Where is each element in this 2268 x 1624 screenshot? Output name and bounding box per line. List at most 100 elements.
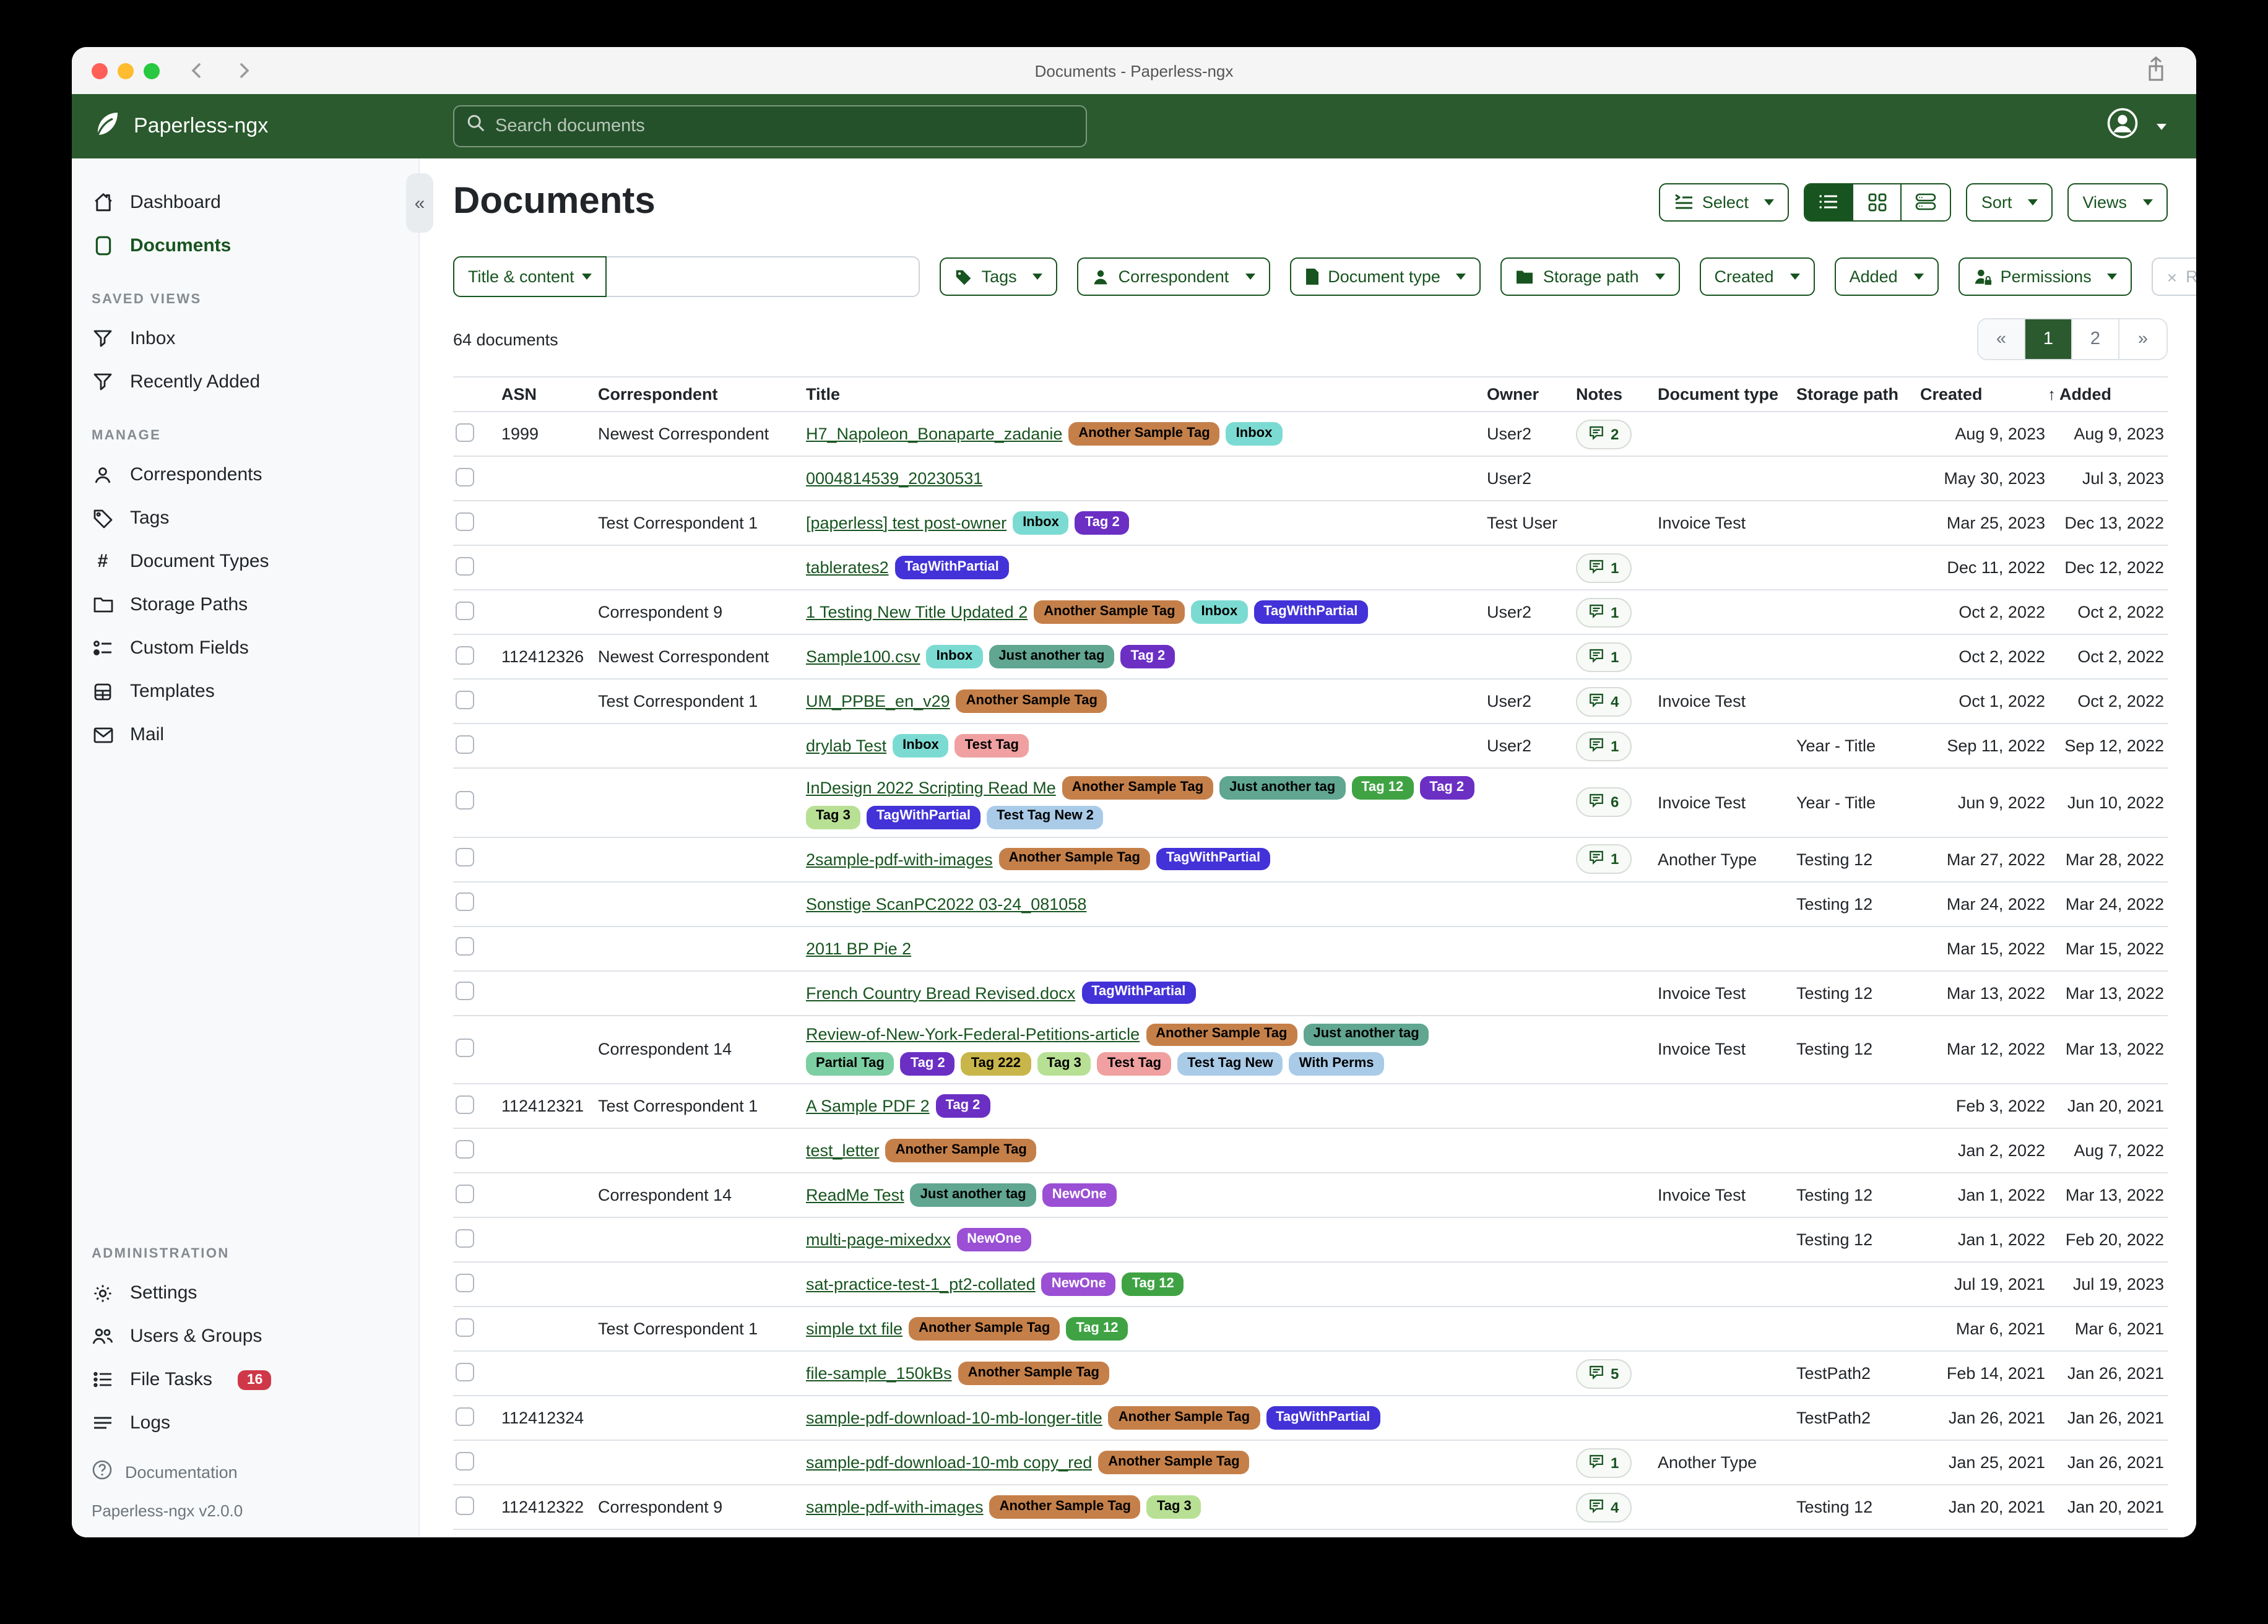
tag-badge[interactable]: Tag 2: [1120, 645, 1175, 668]
column-header-asn[interactable]: ASN: [501, 385, 537, 404]
detail-view-button[interactable]: [1902, 184, 1950, 220]
sidebar-collapse-button[interactable]: «: [406, 173, 433, 233]
document-link[interactable]: UM_PPBE_en_v29: [806, 692, 950, 710]
tag-badge[interactable]: Another Sample Tag: [1068, 422, 1220, 446]
permissions-filter-button[interactable]: Permissions: [1958, 257, 2132, 296]
title-content-dropdown[interactable]: Title & content: [453, 256, 607, 297]
sidebar-item-mail[interactable]: Mail: [72, 713, 418, 756]
tag-badge[interactable]: TagWithPartial: [1266, 1406, 1380, 1430]
column-header-document-type[interactable]: Document type: [1658, 385, 1779, 404]
notes-badge[interactable]: 1: [1576, 642, 1632, 672]
sidebar-item-logs[interactable]: Logs: [72, 1401, 418, 1445]
notes-badge[interactable]: 6: [1576, 787, 1632, 818]
sidebar-item-templates[interactable]: Templates: [72, 670, 418, 713]
tag-badge[interactable]: TagWithPartial: [1081, 981, 1196, 1004]
row-checkbox[interactable]: [456, 1407, 474, 1425]
back-icon[interactable]: [187, 61, 207, 80]
tag-badge[interactable]: Another Sample Tag: [1098, 1451, 1250, 1474]
row-checkbox[interactable]: [456, 1362, 474, 1381]
row-checkbox[interactable]: [456, 690, 474, 709]
document-link[interactable]: file-sample_150kBs: [806, 1364, 952, 1383]
document-link[interactable]: sample-pdf-download-10-mb copy_red: [806, 1453, 1093, 1472]
tag-badge[interactable]: Inbox: [926, 645, 983, 668]
tag-badge[interactable]: With Perms: [1289, 1052, 1384, 1076]
grid-view-button[interactable]: [1853, 184, 1902, 220]
sidebar-item-correspondents[interactable]: Correspondents: [72, 453, 418, 496]
document-link[interactable]: sample-pdf-with-images: [806, 1498, 984, 1516]
tag-badge[interactable]: Tag 3: [1037, 1052, 1091, 1076]
sidebar-item-storage-paths[interactable]: Storage Paths: [72, 583, 418, 626]
document-link[interactable]: ReadMe Test: [806, 1186, 904, 1204]
brand[interactable]: Paperless-ngx: [92, 108, 268, 144]
notes-badge[interactable]: 5: [1576, 1358, 1632, 1388]
tag-badge[interactable]: Test Tag New: [1177, 1052, 1283, 1076]
row-checkbox[interactable]: [456, 735, 474, 753]
row-checkbox[interactable]: [456, 1139, 474, 1158]
tag-badge[interactable]: Tag 12: [1351, 776, 1414, 800]
row-checkbox[interactable]: [456, 512, 474, 530]
document-link[interactable]: InDesign 2022 Scripting Read Me: [806, 778, 1056, 797]
title-content-search-input[interactable]: [606, 256, 920, 297]
select-button[interactable]: Select: [1658, 183, 1790, 221]
row-checkbox[interactable]: [456, 848, 474, 866]
row-checkbox[interactable]: [456, 1318, 474, 1336]
share-icon[interactable]: [2145, 56, 2166, 89]
document-link[interactable]: sat-practice-test-1_pt2-collated: [806, 1275, 1036, 1294]
sidebar-item-users-groups[interactable]: Users & Groups: [72, 1315, 418, 1358]
tag-badge[interactable]: Inbox: [1191, 600, 1248, 624]
correspondent-filter-button[interactable]: Correspondent: [1077, 257, 1270, 296]
column-header-title[interactable]: Title: [806, 385, 841, 404]
created-filter-button[interactable]: Created: [1699, 257, 1815, 296]
document-link[interactable]: 2sample-pdf-with-images: [806, 850, 993, 868]
pagination-next[interactable]: »: [2119, 319, 2166, 359]
document-link[interactable]: 0004814539_20230531: [806, 469, 983, 488]
document-link[interactable]: simple txt file: [806, 1320, 903, 1338]
tag-badge[interactable]: NewOne: [1041, 1272, 1116, 1296]
notes-badge[interactable]: 1: [1576, 597, 1632, 627]
tag-badge[interactable]: TagWithPartial: [1253, 600, 1368, 624]
sidebar-item-document-types[interactable]: # Document Types: [72, 540, 418, 583]
column-header-added[interactable]: ↑ Added: [2048, 385, 2111, 404]
document-link[interactable]: test_letter: [806, 1141, 880, 1160]
sidebar-item-recently-added[interactable]: Recently Added: [72, 360, 418, 404]
column-header-owner[interactable]: Owner: [1487, 385, 1539, 404]
sidebar-item-custom-fields[interactable]: Custom Fields: [72, 626, 418, 670]
notes-badge[interactable]: 1: [1576, 1448, 1632, 1477]
tag-badge[interactable]: Tag 2: [935, 1094, 990, 1118]
document-link[interactable]: Sonstige ScanPC2022 03-24_081058: [806, 894, 1087, 913]
document-link[interactable]: drylab Test: [806, 736, 887, 755]
document-link[interactable]: multi-page-mixedxx: [806, 1230, 951, 1249]
notes-badge[interactable]: 1: [1576, 731, 1632, 761]
tag-badge[interactable]: Another Sample Tag: [1062, 776, 1214, 800]
global-search[interactable]: [453, 105, 1087, 147]
document-link[interactable]: 2011 BP Pie 2: [806, 939, 912, 957]
notes-badge[interactable]: 4: [1576, 1492, 1632, 1522]
tag-badge[interactable]: Another Sample Tag: [958, 1362, 1109, 1385]
tag-badge[interactable]: Test Tag New 2: [987, 805, 1104, 829]
list-view-button[interactable]: [1805, 184, 1854, 220]
tag-badge[interactable]: Inbox: [1013, 511, 1069, 535]
row-checkbox[interactable]: [456, 1038, 474, 1057]
document-link[interactable]: sample-pdf-download-10-mb-longer-title: [806, 1409, 1102, 1427]
tag-badge[interactable]: Just another tag: [1303, 1023, 1429, 1047]
minimize-window-button[interactable]: [118, 63, 134, 79]
tag-badge[interactable]: Another Sample Tag: [1034, 600, 1185, 624]
tag-badge[interactable]: Tag 2: [1419, 776, 1474, 800]
document-link[interactable]: tablerates2: [806, 558, 889, 577]
document-type-filter-button[interactable]: Document type: [1289, 257, 1481, 296]
tag-badge[interactable]: Tag 222: [961, 1052, 1031, 1076]
row-checkbox[interactable]: [456, 892, 474, 911]
tag-badge[interactable]: TagWithPartial: [894, 556, 1009, 579]
row-checkbox[interactable]: [456, 982, 474, 1000]
tag-badge[interactable]: Tag 2: [1075, 511, 1130, 535]
document-link[interactable]: A Sample PDF 2: [806, 1097, 930, 1115]
row-checkbox[interactable]: [456, 1496, 474, 1514]
tag-badge[interactable]: Another Sample Tag: [1108, 1406, 1260, 1430]
row-checkbox[interactable]: [456, 1229, 474, 1247]
tag-badge[interactable]: Test Tag: [954, 734, 1029, 758]
reset-filters-button[interactable]: × Reset filters: [2152, 257, 2196, 296]
sort-button[interactable]: Sort: [1966, 183, 2053, 221]
notes-badge[interactable]: 1: [1576, 844, 1632, 874]
sidebar-item-settings[interactable]: Settings: [72, 1271, 418, 1315]
document-link[interactable]: Review-of-New-York-Federal-Petitions-art…: [806, 1025, 1140, 1044]
